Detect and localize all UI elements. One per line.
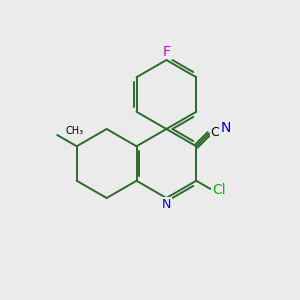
Text: N: N	[220, 121, 231, 135]
Text: N: N	[162, 198, 171, 211]
Text: CH₃: CH₃	[66, 126, 84, 136]
Text: C: C	[211, 125, 219, 139]
Text: F: F	[162, 45, 170, 58]
Text: Cl: Cl	[212, 184, 226, 197]
